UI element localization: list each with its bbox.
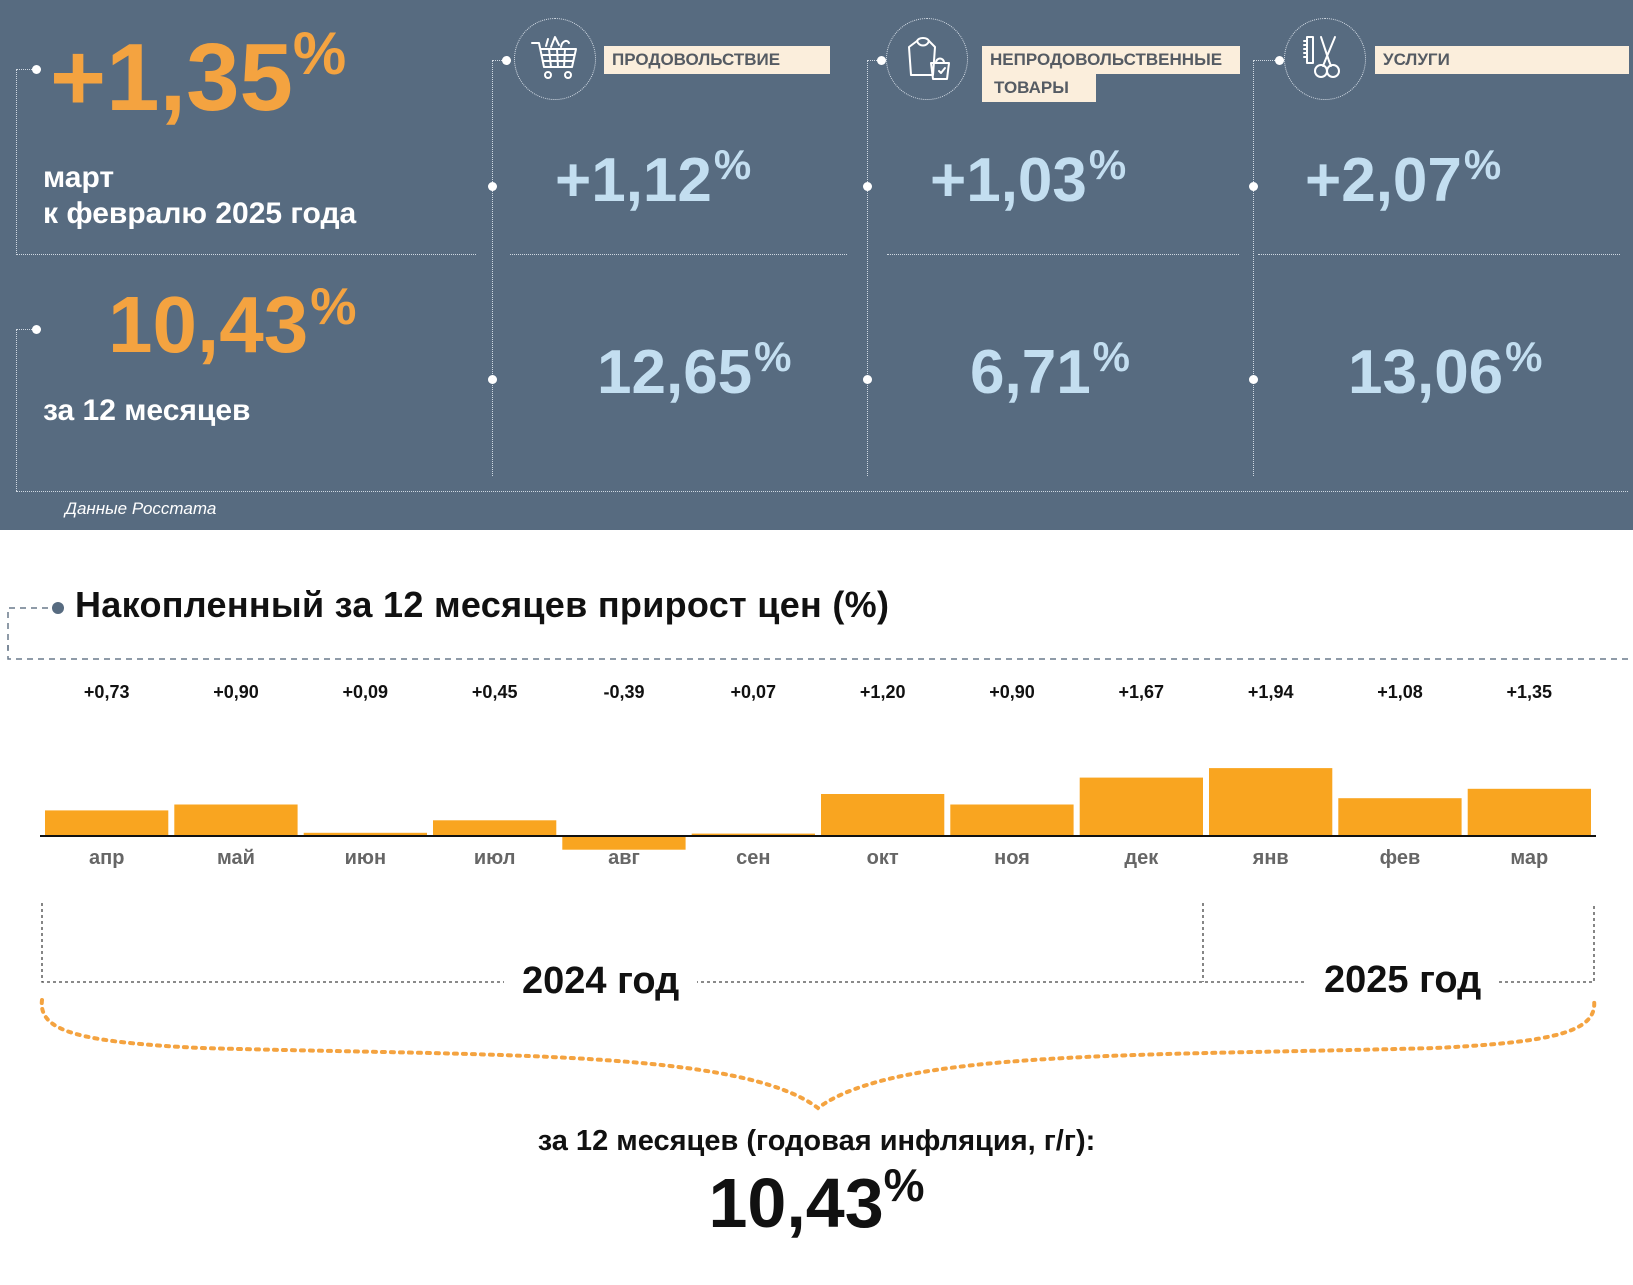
- annual-inflation-value: 10,43%: [708, 1159, 925, 1242]
- frame-line: [867, 60, 868, 476]
- frame-line: [510, 254, 847, 255]
- frame-line: [16, 491, 1628, 492]
- bar-янв: [1209, 768, 1333, 836]
- monthly-caption-line2: к февралю 2025 года: [43, 197, 357, 230]
- bar-авг: [562, 836, 686, 850]
- nonfood-monthly-value: +1,03%: [930, 141, 1127, 215]
- monthly-caption-line1: март: [43, 161, 115, 194]
- frame-line: [492, 60, 506, 61]
- connector-dot: [1249, 182, 1258, 191]
- title-underline: [7, 645, 1633, 660]
- category-label-food: ПРОДОВОЛЬСТВИЕ: [604, 46, 830, 74]
- frame-line: [867, 60, 881, 61]
- year-group-bracket: [41, 903, 1595, 983]
- bar-июн: [303, 832, 427, 836]
- bar-value-label: +1,94: [1248, 682, 1294, 702]
- connector-dot: [877, 56, 886, 65]
- frame-line: [492, 60, 493, 476]
- category-label-nonfood: НЕПРОДОВОЛЬСТВЕННЫЕ: [982, 46, 1240, 74]
- category-label: май: [217, 847, 255, 869]
- category-label: фев: [1380, 847, 1421, 869]
- annual-brace: [39, 998, 1597, 1111]
- connector-dot: [1249, 375, 1258, 384]
- nonfood-yearly-value: 6,71%: [970, 333, 1131, 407]
- summary-panel: +1,35% март к февралю 2025 года 10,43% з…: [0, 0, 1633, 530]
- bar-фев: [1338, 798, 1462, 836]
- title-connector: [7, 602, 64, 650]
- category-label-nonfood-line2: ТОВАРЫ: [982, 74, 1096, 102]
- frame-line: [16, 329, 36, 330]
- frame-line: [16, 69, 17, 255]
- bar-сен: [691, 833, 815, 837]
- food-yearly-value: 12,65%: [597, 333, 792, 407]
- bar-value-label: +1,67: [1119, 682, 1165, 702]
- category-label: сен: [736, 847, 770, 869]
- bar-value-label: +0,90: [213, 682, 259, 702]
- annual-summary-text: за 12 месяцев (годовая инфляция, г/г):: [537, 1125, 1096, 1157]
- bar-value-label: +1,08: [1377, 682, 1423, 702]
- connector-dot: [1275, 56, 1284, 65]
- frame-line: [16, 329, 17, 491]
- connector-dot: [32, 65, 41, 74]
- bar-апр: [45, 810, 169, 836]
- clothes-bag-icon: [886, 18, 968, 100]
- year-label-2024: 2024 год: [504, 960, 698, 1003]
- category-label: июн: [345, 847, 386, 869]
- bar-value-label: +0,73: [84, 682, 130, 702]
- connector-dot: [863, 182, 872, 191]
- bar-chart: +0,73 апр +0,90 май +0,09 июн +0,45 июл -0,39 авг…: [39, 682, 1597, 1111]
- year-label-2025: 2025 год: [1306, 959, 1500, 1002]
- yearly-inflation-value: 10,43%: [108, 278, 357, 369]
- monthly-inflation-value: +1,35%: [50, 20, 347, 131]
- connector-dot: [863, 375, 872, 384]
- frame-line: [1258, 254, 1620, 255]
- category-label: окт: [867, 847, 899, 869]
- connector-dot: [488, 375, 497, 384]
- source-note: Данные Росстата: [65, 499, 217, 518]
- bar-июл: [433, 820, 557, 837]
- category-label: авг: [608, 847, 640, 869]
- bar-value-label: +1,20: [860, 682, 906, 702]
- chart-title: Накопленный за 12 месяцев прирост цен (%…: [75, 584, 890, 625]
- services-yearly-value: 13,06%: [1348, 333, 1543, 407]
- frame-line: [887, 254, 1239, 255]
- monthly-caption: март к февралю 2025 года: [43, 160, 356, 232]
- connector-dot: [502, 56, 511, 65]
- bar-май: [174, 804, 298, 836]
- bar-value-label: -0,39: [603, 682, 644, 702]
- frame-line: [1253, 60, 1279, 61]
- category-label: июл: [474, 847, 516, 869]
- bar-value-label: +0,45: [472, 682, 518, 702]
- services-monthly-value: +2,07%: [1305, 141, 1502, 215]
- bar-value-label: +0,07: [731, 682, 777, 702]
- scissors-comb-icon: [1284, 18, 1366, 100]
- bar-мар: [1467, 788, 1591, 837]
- connector-dot: [488, 182, 497, 191]
- connector-dot: [32, 325, 41, 334]
- category-label-nonfood-line1: НЕПРОДОВОЛЬСТВЕННЫЕ: [990, 50, 1223, 69]
- category-label: янв: [1252, 847, 1289, 869]
- food-monthly-value: +1,12%: [555, 141, 752, 215]
- shopping-cart-icon: [514, 18, 596, 100]
- bar-value-label: +0,09: [343, 682, 389, 702]
- category-label-services: УСЛУГИ: [1375, 46, 1629, 74]
- bar-value-label: +0,90: [989, 682, 1035, 702]
- category-label: дек: [1124, 847, 1159, 869]
- frame-line: [16, 254, 476, 255]
- yearly-caption: за 12 месяцев: [43, 394, 251, 427]
- category-label: апр: [89, 847, 124, 869]
- bar-окт: [821, 794, 945, 836]
- bar-дек: [1079, 777, 1203, 836]
- category-label: ноя: [994, 847, 1030, 869]
- category-label: мар: [1510, 847, 1548, 869]
- frame-line: [16, 69, 36, 70]
- frame-line: [1253, 60, 1254, 476]
- bar-value-label: +1,35: [1507, 682, 1553, 702]
- bar-ноя: [950, 804, 1074, 836]
